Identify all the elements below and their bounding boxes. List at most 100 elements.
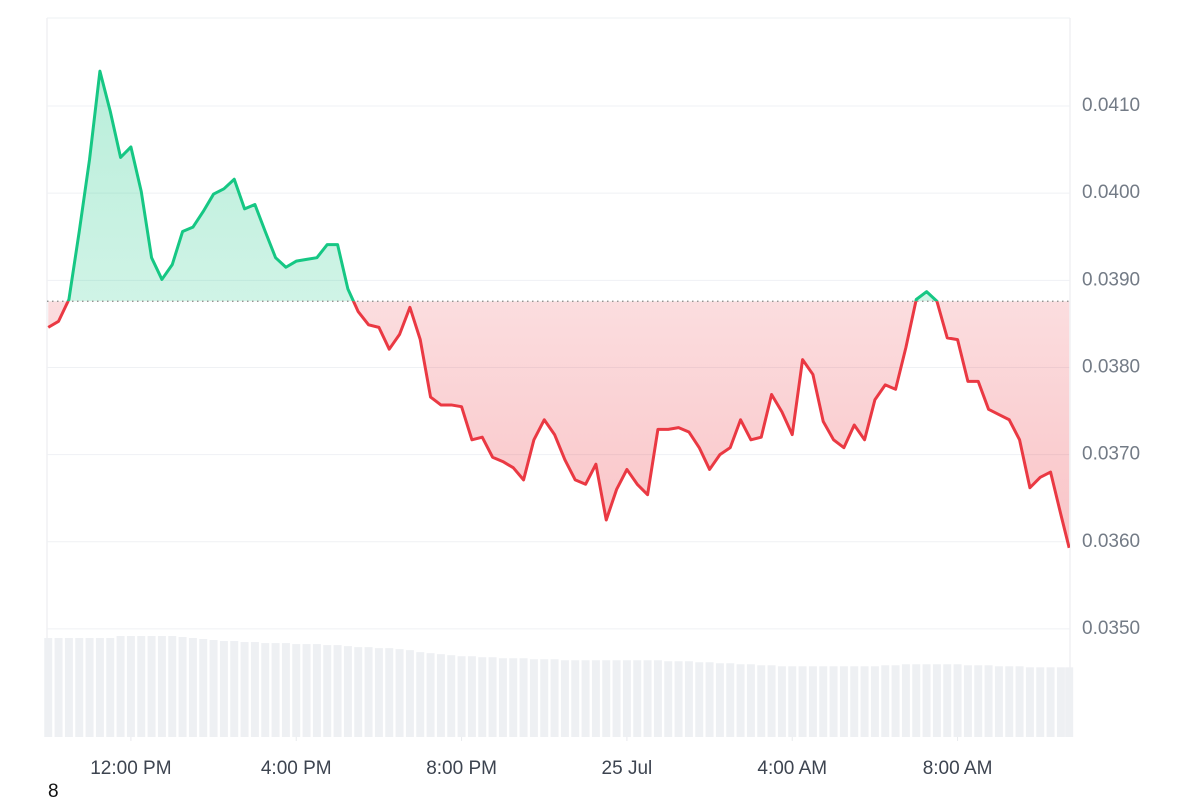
volume-bar <box>674 661 683 737</box>
volume-bar <box>95 638 104 737</box>
volume-bar <box>302 644 311 737</box>
volume-bar <box>374 648 383 737</box>
volume-bar <box>498 658 507 737</box>
volume-bar <box>850 666 859 737</box>
volume-bar <box>819 666 828 737</box>
volume-bar <box>643 660 652 737</box>
volume-bar <box>932 664 941 737</box>
y-tick-label: 0.0350 <box>1082 618 1140 639</box>
volume-bar <box>664 661 673 737</box>
volume-bar <box>1046 667 1055 737</box>
volume-bar <box>323 645 332 737</box>
volume-bar <box>560 660 569 737</box>
y-tick-label: 0.0370 <box>1082 444 1140 465</box>
volume-bar <box>808 666 817 737</box>
volume-bar <box>829 666 838 737</box>
volume-bar <box>1005 666 1014 737</box>
volume-bar <box>261 643 270 737</box>
volume-bar <box>602 660 611 737</box>
volume-bar <box>488 657 497 737</box>
volume-bar <box>860 666 869 737</box>
volume-bar <box>726 663 735 737</box>
volume-bar <box>209 640 218 737</box>
volume-bar <box>447 655 456 737</box>
volume-bar <box>281 643 290 737</box>
volume-bar <box>292 644 301 737</box>
volume-bar <box>974 665 983 737</box>
volume-bar <box>622 660 631 737</box>
volume-bar <box>416 652 425 737</box>
volume-bar <box>395 649 404 737</box>
volume-bar <box>633 660 642 737</box>
volume-bar <box>405 650 414 737</box>
volume-bar <box>746 664 755 737</box>
volume-bar <box>240 642 249 737</box>
volume-bar <box>540 659 549 737</box>
volume-bar <box>188 638 197 737</box>
volume-bar <box>219 641 228 737</box>
volume-bar <box>1025 667 1034 737</box>
y-tick-label: 0.0400 <box>1082 182 1140 203</box>
annotation: 8 <box>48 781 59 800</box>
volume-bar <box>891 665 900 737</box>
volume-bar <box>591 660 600 737</box>
x-tick-label: 25 Jul <box>602 758 653 779</box>
volume-bar <box>571 660 580 737</box>
volume-bar <box>271 643 280 737</box>
volume-bar <box>364 647 373 737</box>
volume-bar <box>912 664 921 737</box>
volume-bar <box>354 647 363 737</box>
y-tick-label: 0.0390 <box>1082 269 1140 290</box>
volume-bar <box>199 639 208 737</box>
volume-bar <box>478 657 487 737</box>
volume-bar <box>85 638 94 737</box>
volume-bar <box>333 645 342 737</box>
volume-bar <box>137 636 146 737</box>
x-tick-label: 8:00 AM <box>923 758 993 779</box>
volume-bar <box>684 661 693 737</box>
volume-bar <box>839 666 848 737</box>
volume-bar <box>529 659 538 737</box>
volume-bar <box>250 642 259 737</box>
volume-bar <box>54 638 63 737</box>
volume-bar <box>777 666 786 737</box>
volume-bar <box>126 636 135 737</box>
volume-bar <box>75 638 84 737</box>
y-tick-label: 0.0410 <box>1082 95 1140 116</box>
volume-bar <box>116 636 125 737</box>
area-down <box>48 301 1070 548</box>
volume-bar <box>612 660 621 737</box>
volume-bar <box>467 656 476 737</box>
volume-bar <box>581 660 590 737</box>
volume-bar <box>168 636 177 737</box>
price-line-up <box>66 69 939 302</box>
volume-bar <box>106 638 115 737</box>
volume-bar <box>312 644 321 737</box>
volume-bar <box>178 637 187 737</box>
area-up <box>48 71 1070 302</box>
volume-bar <box>509 658 518 737</box>
volume-bar <box>457 656 466 737</box>
volume-bar <box>922 664 931 737</box>
volume-bar <box>1056 667 1065 737</box>
volume-bar <box>943 664 952 737</box>
volume-bar <box>147 636 156 737</box>
y-tick-label: 0.0380 <box>1082 356 1140 377</box>
volume-bar <box>984 665 993 737</box>
volume-bar <box>64 638 73 737</box>
volume-bar <box>1036 667 1045 737</box>
volume-bar <box>343 646 352 737</box>
volume-bar <box>1065 667 1074 737</box>
volume-bar <box>705 662 714 737</box>
volume-bar <box>157 636 166 737</box>
volume-bar <box>230 641 239 737</box>
price-line-down <box>47 301 1070 549</box>
volume-bar <box>767 665 776 737</box>
volume-bar <box>550 659 559 737</box>
volume-bar <box>653 660 662 737</box>
volume-bar <box>881 665 890 737</box>
volume-bar <box>436 654 445 737</box>
volume-bar <box>963 665 972 737</box>
